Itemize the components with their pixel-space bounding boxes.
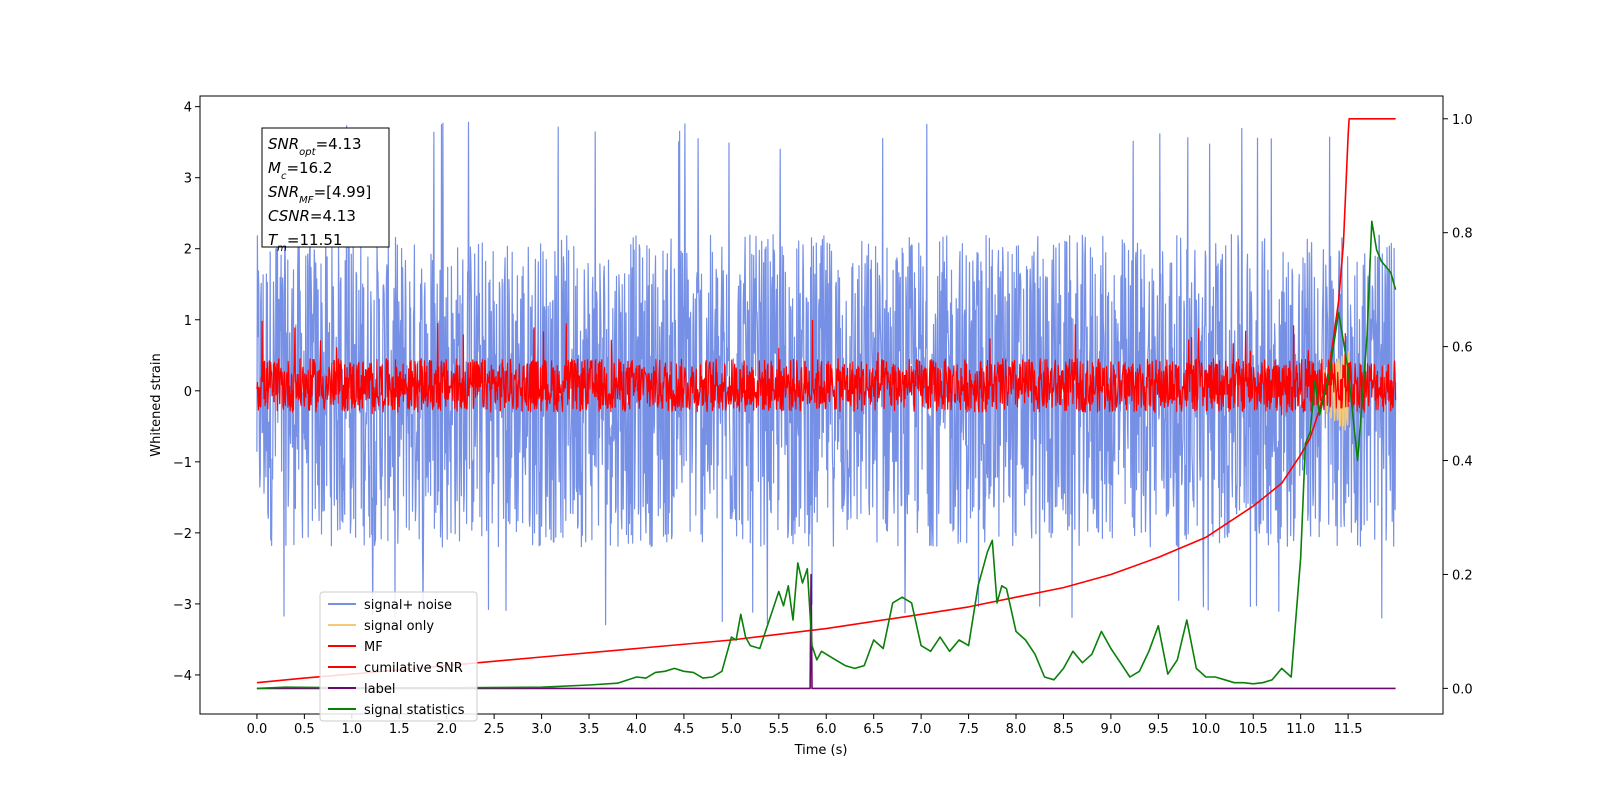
x-tick-label: 0.5 (294, 722, 315, 737)
series-line-signal-statistics (256, 220, 1397, 690)
legend-label: MF (364, 640, 383, 655)
x-tick-label: 8.5 (1053, 722, 1074, 737)
x-tick-label: 7.5 (958, 722, 979, 737)
y2-tick-label: 0.4 (1452, 455, 1473, 470)
x-tick-label: 4.0 (626, 722, 647, 737)
x-tick-label: 3.5 (579, 722, 600, 737)
info-line: SNRopt=4.13 (268, 135, 362, 158)
x-tick-label: 10.0 (1191, 722, 1220, 737)
y2-tick-label: 0.0 (1452, 682, 1473, 697)
y2-tick-label: 1.0 (1452, 113, 1473, 128)
info-line: SNRMF=[4.99] (268, 183, 371, 206)
y-tick-label: 1 (184, 314, 192, 329)
legend-items: signal+ noise signal only MF cumilative SNR… (328, 598, 465, 718)
y-tick-label: 4 (184, 101, 192, 116)
info-box-frame (261, 127, 390, 248)
x-tick-label: 5.5 (768, 722, 789, 737)
info-line: CSNR=4.13 (268, 207, 356, 225)
info-line: Tm=11.51 (268, 231, 342, 254)
x-axis-ticks: 0.0 0.5 1.0 1.5 2.0 2.5 3.0 3.5 4.0 4.5 5.0 5.5 6.0 6… (247, 714, 1363, 737)
y-tick-label: −1 (173, 456, 192, 471)
x-tick-label: 4.5 (674, 722, 695, 737)
legend-label: cumilative SNR (364, 661, 463, 676)
x-tick-label: 1.0 (341, 722, 362, 737)
plot-frame (199, 95, 1444, 715)
x-tick-label: 6.5 (863, 722, 884, 737)
legend-label: signal only (364, 619, 434, 634)
legend-frame (319, 591, 478, 722)
x-tick-label: 1.5 (389, 722, 410, 737)
legend: signal+ noise signal only MF cumilative SNR… (319, 591, 478, 722)
y2-tick-label: 0.6 (1452, 341, 1473, 356)
series-line-cumilative-snr (256, 118, 1396, 684)
y2-tick-label: 0.8 (1452, 227, 1473, 242)
x-tick-label: 5.0 (721, 722, 742, 737)
y-axis-label: Whitened strain (149, 353, 164, 456)
x-tick-label: 11.0 (1286, 722, 1315, 737)
x-tick-label: 8.0 (1006, 722, 1027, 737)
x-tick-label: 2.5 (484, 722, 505, 737)
x-tick-label: 9.5 (1148, 722, 1169, 737)
y-tick-label: −4 (173, 669, 192, 684)
y-tick-label: 2 (184, 243, 192, 258)
series-lines (256, 118, 1397, 690)
series-line-mf (256, 319, 1397, 416)
x-tick-label: 3.0 (531, 722, 552, 737)
x-axis-label: Time (s) (794, 743, 848, 758)
x-tick-label: 10.5 (1239, 722, 1268, 737)
legend-label: label (364, 682, 395, 697)
y-tick-label: −3 (173, 598, 192, 613)
y-tick-label: 0 (184, 385, 192, 400)
x-tick-label: 2.0 (436, 722, 457, 737)
x-tick-label: 6.0 (816, 722, 837, 737)
legend-label: signal+ noise (364, 598, 452, 613)
y-tick-label: −2 (173, 527, 192, 542)
info-line: Mc=16.2 (268, 159, 332, 182)
y-axis-ticks: −4 −3 −2 −1 0 1 2 3 4 (173, 101, 200, 684)
x-tick-label: 11.5 (1334, 722, 1363, 737)
x-tick-label: 9.0 (1101, 722, 1122, 737)
x-tick-label: 0.0 (247, 722, 268, 737)
legend-label: signal statistics (364, 703, 465, 718)
y2-tick-label: 0.2 (1452, 568, 1473, 583)
x-tick-label: 7.0 (911, 722, 932, 737)
y2-axis-ticks: 0.0 0.2 0.4 0.6 0.8 1.0 (1443, 113, 1473, 697)
y-tick-label: 3 (184, 172, 192, 187)
